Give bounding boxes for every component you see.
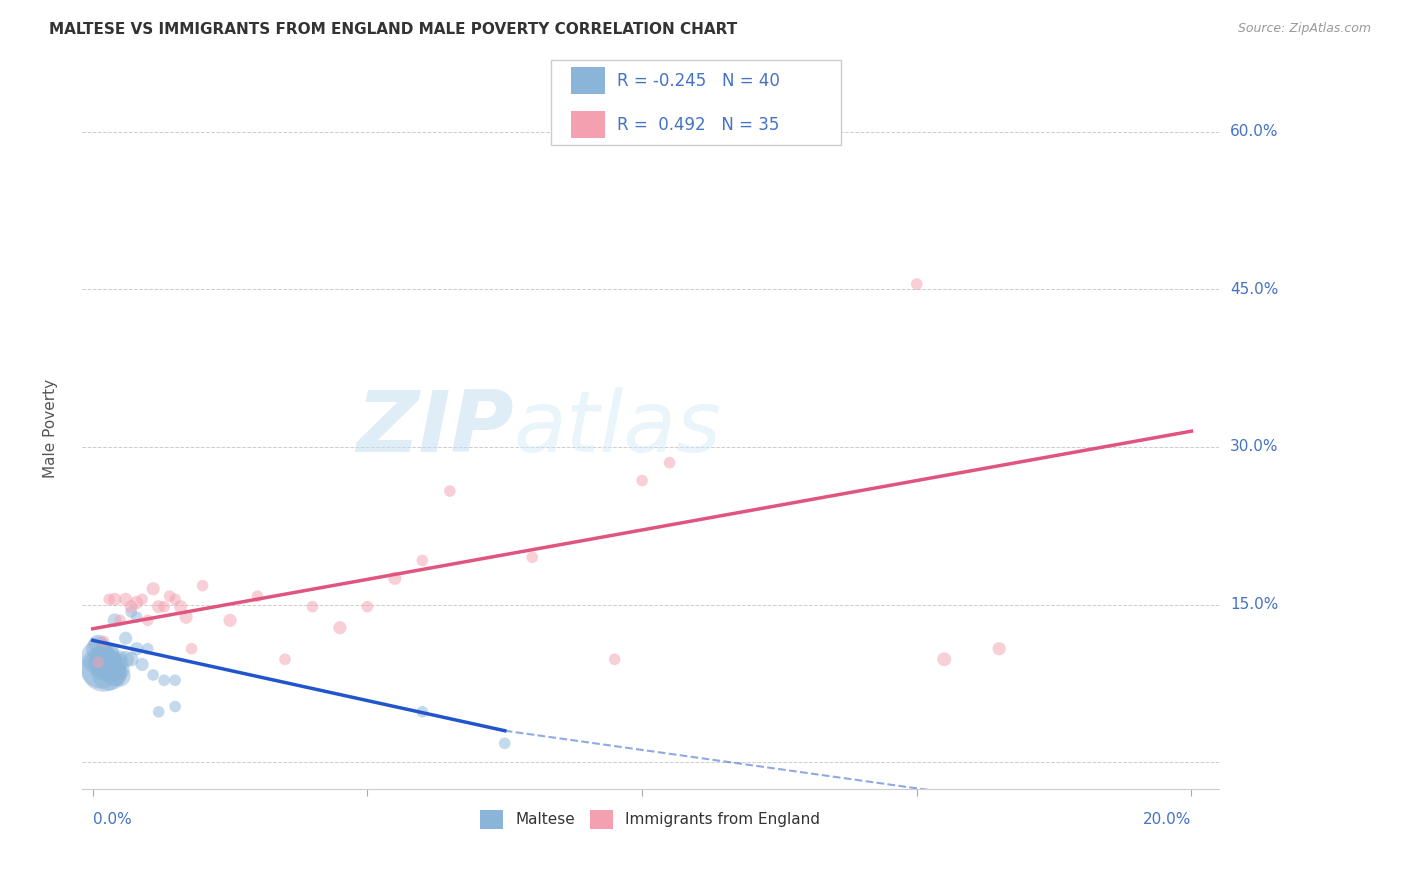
- Point: [108, 669, 131, 683]
- Point: [301, 599, 323, 614]
- Point: [87, 641, 110, 656]
- Point: [219, 613, 242, 627]
- Point: [148, 599, 170, 614]
- Point: [934, 652, 956, 666]
- Point: [98, 645, 121, 659]
- Point: [159, 589, 181, 603]
- Y-axis label: Male Poverty: Male Poverty: [44, 379, 58, 478]
- Point: [125, 610, 148, 624]
- Point: [631, 474, 654, 488]
- Point: [180, 641, 202, 656]
- Point: [83, 656, 105, 670]
- Point: [114, 631, 136, 645]
- Point: [114, 652, 136, 666]
- Point: [136, 613, 159, 627]
- Point: [136, 641, 159, 656]
- Text: atlas: atlas: [513, 387, 721, 470]
- Point: [169, 599, 191, 614]
- Point: [90, 660, 112, 674]
- Point: [142, 668, 165, 682]
- Point: [96, 656, 118, 670]
- Point: [98, 660, 121, 674]
- Text: R =  0.492   N = 35: R = 0.492 N = 35: [617, 116, 779, 134]
- Text: Source: ZipAtlas.com: Source: ZipAtlas.com: [1237, 22, 1371, 36]
- Point: [384, 571, 406, 585]
- Point: [411, 553, 433, 567]
- Point: [87, 638, 110, 652]
- Point: [174, 610, 197, 624]
- Legend: Maltese, Immigrants from England: Maltese, Immigrants from England: [474, 804, 827, 835]
- Point: [329, 621, 352, 635]
- Point: [104, 592, 127, 607]
- Point: [93, 641, 115, 656]
- Text: 20.0%: 20.0%: [1143, 812, 1191, 827]
- Text: MALTESE VS IMMIGRANTS FROM ENGLAND MALE POVERTY CORRELATION CHART: MALTESE VS IMMIGRANTS FROM ENGLAND MALE …: [49, 22, 738, 37]
- Point: [93, 657, 115, 672]
- Text: 0.0%: 0.0%: [93, 812, 132, 827]
- Point: [98, 665, 121, 680]
- Point: [93, 663, 115, 677]
- Point: [108, 613, 131, 627]
- Text: 60.0%: 60.0%: [1230, 124, 1278, 139]
- Point: [153, 673, 176, 688]
- Point: [274, 652, 297, 666]
- Point: [494, 736, 516, 750]
- Point: [131, 657, 153, 672]
- Point: [98, 650, 121, 665]
- Point: [165, 592, 187, 607]
- Point: [108, 656, 131, 670]
- Point: [522, 550, 544, 565]
- Point: [93, 650, 115, 665]
- Text: ZIP: ZIP: [356, 387, 513, 470]
- Point: [104, 663, 127, 677]
- Point: [108, 650, 131, 665]
- Point: [131, 592, 153, 607]
- Point: [120, 652, 142, 666]
- Point: [104, 668, 127, 682]
- Point: [104, 613, 127, 627]
- Point: [439, 484, 461, 499]
- Point: [356, 599, 378, 614]
- Point: [86, 645, 108, 659]
- Point: [165, 699, 187, 714]
- Point: [87, 656, 110, 670]
- Point: [120, 605, 142, 619]
- Point: [411, 705, 433, 719]
- Text: 15.0%: 15.0%: [1230, 597, 1278, 612]
- Point: [84, 650, 107, 665]
- Point: [93, 634, 115, 648]
- Point: [191, 579, 214, 593]
- Point: [114, 592, 136, 607]
- Point: [120, 599, 142, 614]
- Point: [988, 641, 1011, 656]
- Point: [658, 456, 681, 470]
- Point: [153, 599, 176, 614]
- Point: [98, 656, 121, 670]
- Point: [98, 592, 121, 607]
- Text: R = -0.245   N = 40: R = -0.245 N = 40: [617, 71, 780, 89]
- Text: 30.0%: 30.0%: [1230, 440, 1278, 454]
- Point: [148, 705, 170, 719]
- Point: [165, 673, 187, 688]
- Text: 45.0%: 45.0%: [1230, 282, 1278, 297]
- Point: [108, 663, 131, 677]
- Point: [87, 650, 110, 665]
- Point: [603, 652, 626, 666]
- Point: [104, 657, 127, 672]
- Point: [905, 277, 928, 291]
- Point: [142, 582, 165, 596]
- Point: [125, 595, 148, 609]
- Point: [125, 641, 148, 656]
- Point: [246, 589, 269, 603]
